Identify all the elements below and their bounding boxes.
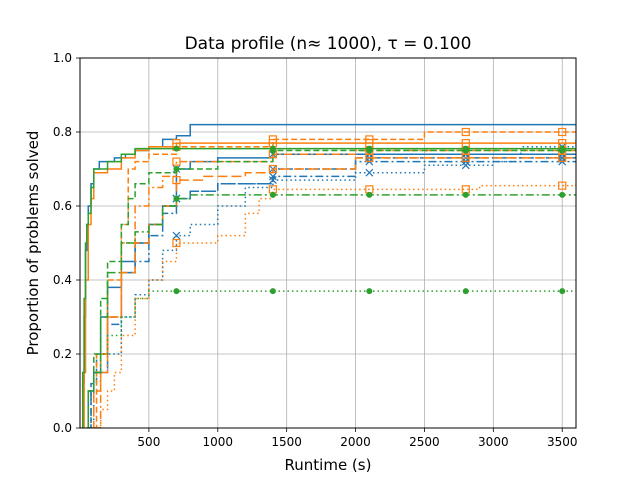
series-marker — [268, 176, 277, 185]
x-tick-label: 3000 — [478, 435, 509, 449]
series-marker — [172, 176, 181, 185]
series-marker — [172, 157, 181, 166]
series-marker — [268, 172, 277, 181]
y-tick-label: 1.0 — [53, 51, 72, 65]
series-line — [82, 147, 576, 428]
plot-frame — [79, 57, 577, 429]
series-marker — [365, 153, 374, 162]
series-11 — [86, 147, 576, 428]
series-marker — [173, 145, 180, 152]
series-marker — [173, 288, 180, 295]
series-line — [86, 194, 576, 428]
series-line — [93, 149, 576, 428]
series-line — [86, 149, 576, 428]
chart-title: Data profile (n≈ 1000), τ = 0.100 — [185, 34, 472, 54]
series-marker — [366, 191, 373, 198]
series-marker — [366, 288, 373, 295]
series-marker — [365, 168, 374, 177]
series-line — [86, 290, 576, 428]
series-marker — [559, 147, 566, 154]
x-tick-label: 1500 — [271, 435, 302, 449]
y-tick-label: 0.8 — [53, 125, 72, 139]
series-marker — [173, 195, 180, 202]
x-axis-label: Runtime (s) — [285, 456, 372, 474]
x-tick-label: 2000 — [340, 435, 371, 449]
series-12 — [86, 191, 576, 428]
series-marker — [366, 147, 373, 154]
x-tick-label: 500 — [137, 435, 160, 449]
series-marker — [461, 153, 470, 162]
y-tick-label: 0.4 — [53, 273, 72, 287]
series-marker — [268, 164, 277, 174]
series-marker — [559, 288, 566, 295]
series-marker — [269, 191, 276, 198]
series-marker — [559, 191, 566, 198]
series-marker — [269, 147, 276, 154]
series-marker — [462, 147, 469, 154]
y-tick-label: 0.0 — [53, 421, 72, 435]
series-marker — [558, 153, 567, 162]
series-marker — [558, 127, 567, 137]
series-marker — [268, 135, 277, 144]
series-line — [88, 139, 576, 428]
series-13 — [86, 288, 576, 428]
series-layer — [82, 123, 576, 428]
series-marker — [269, 288, 276, 295]
series-marker — [461, 161, 470, 170]
series-marker — [172, 238, 181, 248]
x-tick-label: 2500 — [409, 435, 440, 449]
series-marker — [172, 231, 181, 240]
series-marker — [173, 166, 180, 172]
y-axis-label: Proportion of problems solved — [24, 131, 42, 356]
y-tick-label: 0.2 — [53, 347, 72, 361]
series-marker — [558, 181, 567, 190]
series-marker — [461, 127, 470, 137]
series-marker — [558, 153, 567, 162]
x-tick-label: 1000 — [203, 435, 234, 449]
series-marker — [365, 135, 374, 144]
x-tick-label: 3500 — [547, 435, 578, 449]
series-marker — [462, 288, 469, 295]
series-marker — [462, 191, 469, 198]
x-axis-ticks: 500 1000 1500 2000 2500 3000 3500 — [137, 428, 577, 449]
y-axis-ticks: 0.0 0.2 0.4 0.6 0.8 1.0 — [53, 51, 80, 435]
y-tick-label: 0.6 — [53, 199, 72, 213]
